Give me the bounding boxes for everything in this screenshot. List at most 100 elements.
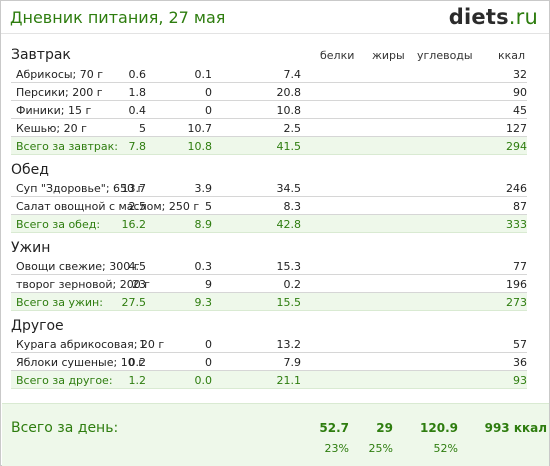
- fat-value: 0: [205, 104, 212, 117]
- table-row: Абрикосы; 70 г 0.6 0.1 7.4 32: [11, 65, 527, 83]
- fat-value: 5: [205, 200, 212, 213]
- kcal-total: 294: [506, 140, 527, 153]
- section-total-row: Всего за завтрак: 7.8 10.8 41.5 294: [11, 137, 527, 155]
- fat-total: 8.9: [194, 218, 213, 231]
- food-name: Абрикосы; 70 г: [16, 68, 104, 81]
- day-fat-total: 29: [376, 421, 393, 435]
- logo-tld: .ru: [508, 5, 538, 29]
- carbs-total: 15.5: [276, 296, 302, 309]
- food-name: Кешью; 20 г: [16, 122, 87, 135]
- food-name: творог зерновой; 200 г: [16, 278, 150, 291]
- fat-value: 10.7: [187, 122, 213, 135]
- protein-value: 5: [139, 122, 146, 135]
- section-title-other: Другое: [11, 318, 64, 334]
- column-header-fat: жиры: [372, 49, 405, 62]
- carbs-total: 42.8: [276, 218, 302, 231]
- table-row: творог зерновой; 200 г 23 9 0.2 196: [11, 275, 527, 293]
- carbs-value: 15.3: [276, 260, 302, 273]
- kcal-total: 273: [506, 296, 527, 309]
- table-row: Персики; 200 г 1.8 0 20.8 90: [11, 83, 527, 101]
- carbs-total: 21.1: [276, 374, 302, 387]
- carbs-value: 13.2: [276, 338, 302, 351]
- day-carbs-percent: 52%: [433, 442, 458, 455]
- protein-value: 0.2: [128, 356, 147, 369]
- day-protein-total: 52.7: [319, 421, 349, 435]
- table-row: Кешью; 20 г 5 10.7 2.5 127: [11, 119, 527, 137]
- carbs-total: 41.5: [276, 140, 302, 153]
- food-name: Яблоки сушеные; 10 г: [16, 356, 144, 369]
- protein-value: 0.6: [128, 68, 147, 81]
- protein-total: 27.5: [121, 296, 147, 309]
- table-row: Овощи свежие; 300 г 4.5 0.3 15.3 77: [11, 257, 527, 275]
- protein-value: 23: [132, 278, 146, 291]
- kcal-value: 32: [513, 68, 527, 81]
- day-protein-percent: 23%: [324, 442, 349, 455]
- carbs-value: 7.4: [283, 68, 302, 81]
- table-row: Финики; 15 г 0.4 0 10.8 45: [11, 101, 527, 119]
- section-title-dinner: Ужин: [11, 240, 51, 256]
- protein-total: 16.2: [121, 218, 147, 231]
- fat-value: 3.9: [194, 182, 213, 195]
- table-row: Курага абрикосовая; 20 г 1 0 13.2 57: [11, 335, 527, 353]
- fat-value: 0: [205, 356, 212, 369]
- section-total-row: Всего за ужин: 27.5 9.3 15.5 273: [11, 293, 527, 311]
- food-name: Суп "Здоровье"; 650 г: [16, 182, 144, 195]
- kcal-value: 87: [513, 200, 527, 213]
- food-name: Персики; 200 г: [16, 86, 103, 99]
- kcal-value: 77: [513, 260, 527, 273]
- fat-value: 0: [205, 338, 212, 351]
- header: Дневник питания, 27 мая diets.ru: [1, 1, 549, 34]
- day-total-panel: Всего за день: 52.7 29 120.9 993 ккал 23…: [2, 403, 549, 466]
- kcal-value: 45: [513, 104, 527, 117]
- logo-main: diets: [448, 5, 509, 29]
- site-logo[interactable]: diets.ru: [449, 5, 538, 29]
- kcal-total: 93: [513, 374, 527, 387]
- carbs-value: 20.8: [276, 86, 302, 99]
- protein-total: 1.2: [128, 374, 147, 387]
- fat-value: 0: [205, 86, 212, 99]
- column-header-carbs: углеводы: [417, 49, 473, 62]
- total-label: Всего за завтрак:: [16, 140, 119, 153]
- carbs-value: 10.8: [276, 104, 302, 117]
- day-total-label: Всего за день:: [11, 420, 119, 436]
- section-title-lunch: Обед: [11, 162, 49, 178]
- day-carbs-total: 120.9: [420, 421, 458, 435]
- kcal-value: 36: [513, 356, 527, 369]
- total-label: Всего за обед:: [16, 218, 101, 231]
- fat-total: 0.0: [194, 374, 213, 387]
- food-name: Финики; 15 г: [16, 104, 92, 117]
- table-row: Яблоки сушеные; 10 г 0.2 0 7.9 36: [11, 353, 527, 371]
- protein-value: 1.8: [128, 86, 147, 99]
- column-header-protein: белки: [320, 49, 355, 62]
- fat-value: 9: [205, 278, 212, 291]
- fat-total: 10.8: [187, 140, 213, 153]
- table-row: Суп "Здоровье"; 650 г 13.7 3.9 34.5 246: [11, 179, 527, 197]
- food-name: Курага абрикосовая; 20 г: [16, 338, 165, 351]
- kcal-value: 127: [506, 122, 527, 135]
- food-name: Овощи свежие; 300 г: [16, 260, 140, 273]
- protein-value: 13.7: [121, 182, 147, 195]
- food-name: Салат овощной с маслом; 250 г: [16, 200, 200, 213]
- kcal-value: 246: [506, 182, 527, 195]
- carbs-value: 0.2: [283, 278, 302, 291]
- fat-total: 9.3: [194, 296, 213, 309]
- carbs-value: 8.3: [283, 200, 302, 213]
- table-row: Салат овощной с маслом; 250 г 2.5 5 8.3 …: [11, 197, 527, 215]
- carbs-value: 34.5: [276, 182, 302, 195]
- kcal-total: 333: [506, 218, 527, 231]
- kcal-value: 196: [506, 278, 527, 291]
- protein-value: 4.5: [128, 260, 147, 273]
- day-kcal-total: 993 ккал: [484, 421, 547, 435]
- column-header-kcal: ккал: [498, 49, 526, 62]
- section-title-breakfast: Завтрак: [11, 47, 71, 63]
- kcal-value: 90: [513, 86, 527, 99]
- protein-value: 1: [139, 338, 146, 351]
- total-label: Всего за ужин:: [16, 296, 103, 309]
- section-total-row: Всего за другое: 1.2 0.0 21.1 93: [11, 371, 527, 389]
- page-title: Дневник питания, 27 мая: [10, 8, 226, 27]
- fat-value: 0.3: [194, 260, 213, 273]
- total-label: Всего за другое:: [16, 374, 113, 387]
- section-total-row: Всего за обед: 16.2 8.9 42.8 333: [11, 215, 527, 233]
- protein-total: 7.8: [128, 140, 147, 153]
